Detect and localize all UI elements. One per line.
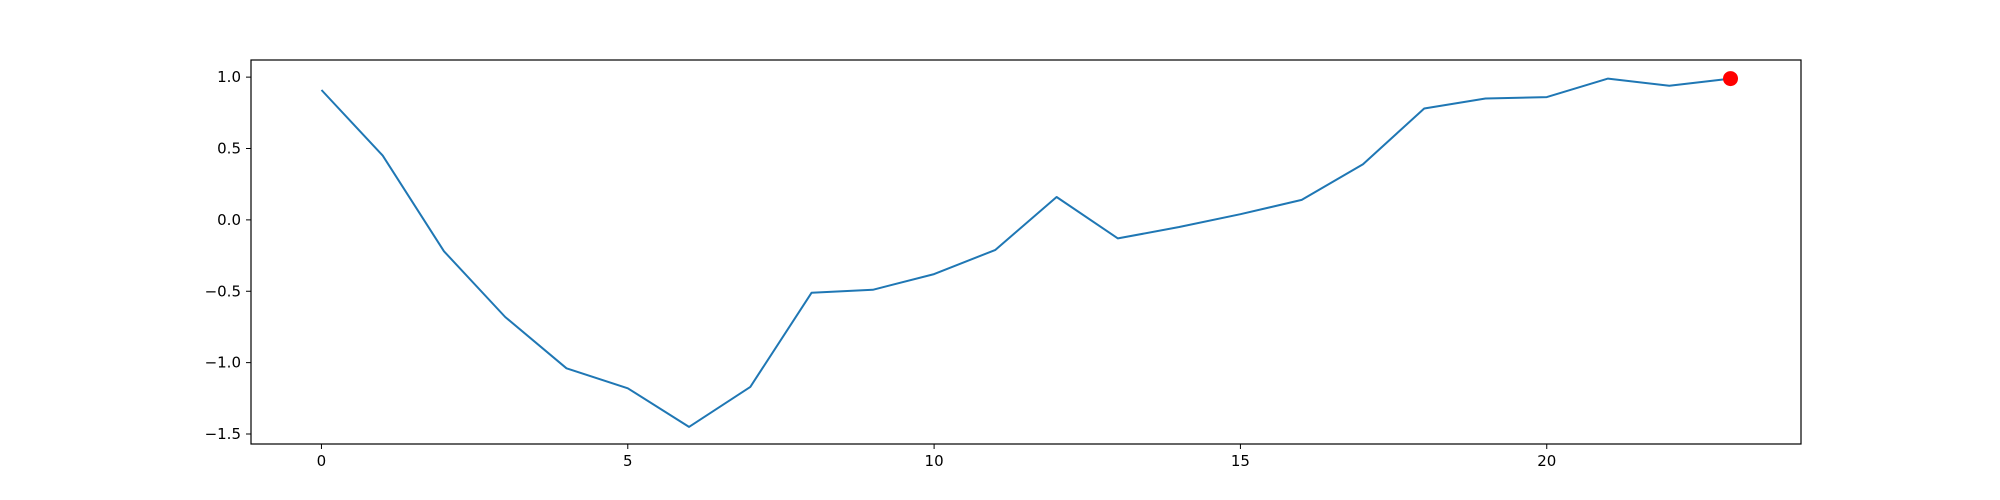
x-tick-label: 5 bbox=[623, 452, 633, 470]
x-axis: 0 5 10 15 20 bbox=[317, 444, 1556, 470]
series-line bbox=[320, 77, 1731, 428]
x-tick-label: 20 bbox=[1537, 452, 1556, 470]
axes-frame bbox=[250, 59, 1802, 445]
highlight-marker bbox=[1723, 71, 1738, 87]
y-tick-label: 0.5 bbox=[217, 140, 241, 158]
plot-area bbox=[320, 71, 1738, 428]
y-tick-label: −1.5 bbox=[205, 425, 241, 443]
y-axis: 1.0 0.5 0.0 −0.5 −1.0 −1.5 bbox=[205, 68, 251, 443]
y-tick-label: −0.5 bbox=[205, 282, 241, 300]
x-tick-label: 10 bbox=[925, 452, 944, 470]
y-tick-label: −1.0 bbox=[205, 354, 241, 372]
y-tick-label: 0.0 bbox=[217, 211, 241, 229]
x-tick-label: 15 bbox=[1231, 452, 1250, 470]
y-tick-label: 1.0 bbox=[217, 68, 241, 86]
x-tick-label: 0 bbox=[317, 452, 327, 470]
